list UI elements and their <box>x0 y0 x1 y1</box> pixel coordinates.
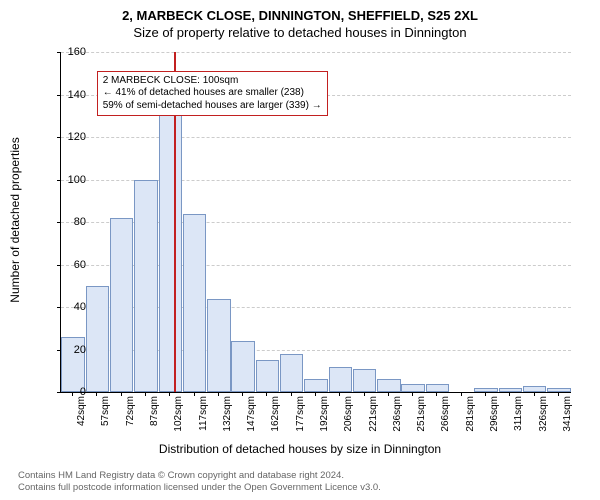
xtick-label: 206sqm <box>343 396 354 432</box>
histogram-bar <box>231 341 254 392</box>
footer: Contains HM Land Registry data © Crown c… <box>18 470 381 494</box>
histogram-bar <box>523 386 546 392</box>
xtick-mark <box>339 392 340 396</box>
ytick-label: 20 <box>56 344 86 356</box>
histogram-bar <box>426 384 449 393</box>
xtick-label: 147sqm <box>246 396 257 432</box>
xtick-label: 281sqm <box>465 396 476 432</box>
histogram-bar <box>377 379 400 392</box>
histogram-bar <box>134 180 157 393</box>
xtick-label: 177sqm <box>295 396 306 432</box>
ytick-label: 40 <box>56 301 86 313</box>
gridline <box>61 137 571 138</box>
xtick-mark <box>558 392 559 396</box>
title-sub: Size of property relative to detached ho… <box>0 23 600 40</box>
x-axis-label: Distribution of detached houses by size … <box>0 442 600 456</box>
xtick-label: 221sqm <box>368 396 379 432</box>
xtick-mark <box>96 392 97 396</box>
xtick-label: 311sqm <box>513 396 524 431</box>
histogram-bar <box>329 367 352 393</box>
chart-container: 2, MARBECK CLOSE, DINNINGTON, SHEFFIELD,… <box>0 0 600 500</box>
footer-line-1: Contains HM Land Registry data © Crown c… <box>18 470 381 482</box>
ytick-label: 160 <box>56 46 86 58</box>
histogram-bar <box>401 384 424 393</box>
xtick-mark <box>315 392 316 396</box>
xtick-label: 192sqm <box>319 396 330 432</box>
histogram-bar <box>280 354 303 392</box>
histogram-bar <box>86 286 109 392</box>
histogram-bar <box>353 369 376 392</box>
xtick-mark <box>266 392 267 396</box>
xtick-label: 57sqm <box>100 396 111 426</box>
histogram-bar <box>159 107 182 392</box>
xtick-label: 251sqm <box>416 396 427 432</box>
xtick-mark <box>388 392 389 396</box>
footer-line-2: Contains full postcode information licen… <box>18 482 381 494</box>
histogram-bar <box>207 299 230 393</box>
xtick-mark <box>194 392 195 396</box>
xtick-label: 266sqm <box>440 396 451 432</box>
annotation-line: 2 MARBECK CLOSE: 100sqm <box>103 75 322 88</box>
xtick-label: 162sqm <box>270 396 281 432</box>
xtick-mark <box>169 392 170 396</box>
xtick-mark <box>242 392 243 396</box>
title-main: 2, MARBECK CLOSE, DINNINGTON, SHEFFIELD,… <box>0 0 600 23</box>
xtick-label: 42sqm <box>76 396 87 426</box>
xtick-label: 326sqm <box>538 396 549 432</box>
xtick-mark <box>145 392 146 396</box>
histogram-bar <box>547 388 570 392</box>
chart-area: 2 MARBECK CLOSE: 100sqm← 41% of detached… <box>60 52 570 392</box>
xtick-label: 87sqm <box>149 396 160 426</box>
ytick-label: 120 <box>56 131 86 143</box>
histogram-bar <box>183 214 206 393</box>
xtick-mark <box>509 392 510 396</box>
ytick-label: 0 <box>56 386 86 398</box>
xtick-mark <box>436 392 437 396</box>
xtick-mark <box>461 392 462 396</box>
xtick-mark <box>534 392 535 396</box>
xtick-label: 341sqm <box>562 396 573 432</box>
xtick-label: 117sqm <box>198 396 209 431</box>
xtick-mark <box>291 392 292 396</box>
xtick-mark <box>218 392 219 396</box>
xtick-label: 236sqm <box>392 396 403 432</box>
xtick-label: 132sqm <box>222 396 233 432</box>
xtick-mark <box>412 392 413 396</box>
histogram-bar <box>110 218 133 392</box>
xtick-mark <box>121 392 122 396</box>
ytick-label: 140 <box>56 89 86 101</box>
histogram-bar <box>256 360 279 392</box>
gridline <box>61 52 571 53</box>
plot-region: 2 MARBECK CLOSE: 100sqm← 41% of detached… <box>60 52 571 393</box>
annotation-box: 2 MARBECK CLOSE: 100sqm← 41% of detached… <box>97 71 328 117</box>
annotation-line: ← 41% of detached houses are smaller (23… <box>103 87 322 100</box>
ytick-label: 60 <box>56 259 86 271</box>
xtick-label: 72sqm <box>125 396 136 426</box>
ytick-label: 100 <box>56 174 86 186</box>
xtick-label: 296sqm <box>489 396 500 432</box>
histogram-bar <box>499 388 522 392</box>
xtick-mark <box>485 392 486 396</box>
histogram-bar <box>304 379 327 392</box>
xtick-mark <box>364 392 365 396</box>
annotation-line: 59% of semi-detached houses are larger (… <box>103 100 322 113</box>
y-axis-label: Number of detached properties <box>8 137 22 302</box>
ytick-label: 80 <box>56 216 86 228</box>
xtick-label: 102sqm <box>173 396 184 432</box>
